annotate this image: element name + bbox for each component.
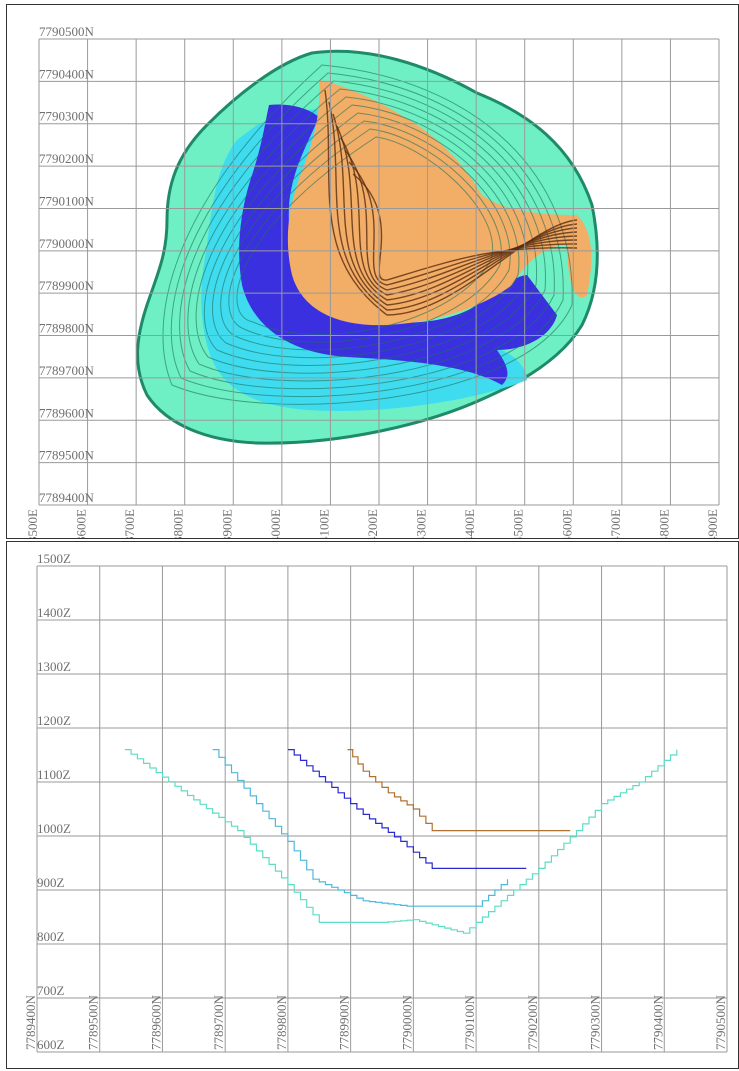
elevation-tick-label: 600Z [37,1037,65,1052]
section-view-chart: 1500Z 1400Z 1300Z 1200Z 1100Z 1000Z 900Z 800Z 70… [23,551,728,1053]
elevation-tick-label: 1400Z [37,605,71,620]
northing-tick-label: 7789700N [211,995,226,1051]
easting-tick-label: 573600E [74,509,89,538]
northing-tick-label: 7790500N [713,995,728,1051]
easting-tick-label: 574300E [414,509,429,538]
northing-tick-label: 7789800N [274,995,289,1051]
northing-tick-label: 7790300N [588,995,603,1051]
easting-tick-label: 573500E [25,509,40,538]
stage-3-pit-shell [239,104,557,385]
section-view-panel: 1500Z 1400Z 1300Z 1200Z 1100Z 1000Z 900Z 800Z 70… [6,541,739,1069]
easting-axis-labels: 573500E 573600E 573700E 573800E 573900E 57400… [25,509,720,538]
northing-tick-label: 7790200N [525,995,540,1051]
northing-tick-label: 7790400N [650,995,665,1051]
plan-view-panel: 7790500N 7790400N 7790300N 7790200N 7790100N… [6,4,739,539]
northing-tick-label: 7789500N [39,448,95,463]
bench-contour-line [212,112,520,359]
elevation-axis-labels: 1500Z 1400Z 1300Z 1200Z 1100Z 1000Z 900Z 800Z 70… [37,551,71,1052]
easting-tick-label: 574400E [462,509,477,538]
northing-tick-label: 7789900N [337,995,352,1051]
northing-tick-label: 7790500N [39,24,95,39]
elevation-tick-label: 700Z [37,983,65,998]
bench-contour-line [162,64,573,405]
easting-tick-label: 573700E [122,509,137,538]
easting-tick-label: 574800E [656,509,671,538]
bench-contour-line [195,96,538,374]
easting-tick-label: 574200E [365,509,380,538]
northing-tick-label: 7790000N [39,236,95,251]
inner-bench-contour-line [352,173,578,281]
bench-contour-line [236,136,494,335]
plan-grid-lines [38,38,720,506]
elevation-tick-label: 1200Z [37,713,71,728]
northing-tick-label: 7790200N [39,151,95,166]
inner-bench-contour-line [348,161,578,286]
northing-tick-label: 7789600N [39,405,95,420]
elevation-tick-label: 1500Z [37,551,71,566]
easting-tick-label: 573800E [171,509,186,538]
easting-tick-label: 574700E [608,509,623,538]
northing-tick-label: 7790400N [39,66,95,81]
bench-contour-line [203,104,529,366]
bench-contour-line [187,88,546,382]
northing-tick-label: 7789700N [39,363,95,378]
elevation-tick-label: 1300Z [37,659,71,674]
northing-tick-label: 7789400N [23,995,38,1051]
northing-axis-labels: 7790500N 7790400N 7790300N 7790200N 7790100N… [39,24,95,505]
northing-tick-label: 7789600N [148,995,163,1051]
elevation-tick-label: 1100Z [37,767,71,782]
northing-tick-label: 7790000N [399,995,414,1051]
section-grid-lines [36,565,728,1053]
plan-view-map: 7790500N 7790400N 7790300N 7790200N 7790100N… [25,24,720,538]
section-profile-lines [124,749,678,934]
section-profile-line-2 [212,749,509,907]
section-profile-line-1 [124,749,678,934]
easting-tick-label: 573900E [219,509,234,538]
northing-tick-label: 7789800N [39,321,95,336]
northing-tick-label: 7789400N [39,490,95,505]
bench-contour-line [228,128,502,343]
easting-tick-label: 574000E [268,509,283,538]
bench-contour-line [179,80,555,390]
northing-tick-label: 7790100N [39,193,95,208]
elevation-tick-label: 900Z [37,875,65,890]
northing-tick-label: 7789500N [86,995,101,1051]
northing-tick-label: 7790100N [462,995,477,1051]
northing-axis-labels: 7789400N 7789500N 7789600N 7789700N 7789800N… [23,995,728,1051]
northing-tick-label: 7789900N [39,278,95,293]
elevation-tick-label: 800Z [37,929,65,944]
easting-tick-label: 574600E [559,509,574,538]
section-profile-line-3 [287,749,527,869]
easting-tick-label: 574500E [511,509,526,538]
easting-tick-label: 574100E [316,509,331,538]
elevation-tick-label: 1000Z [37,821,71,836]
northing-tick-label: 7790300N [39,109,95,124]
section-profile-line-4 [347,749,571,832]
easting-tick-label: 574900E [705,509,720,538]
